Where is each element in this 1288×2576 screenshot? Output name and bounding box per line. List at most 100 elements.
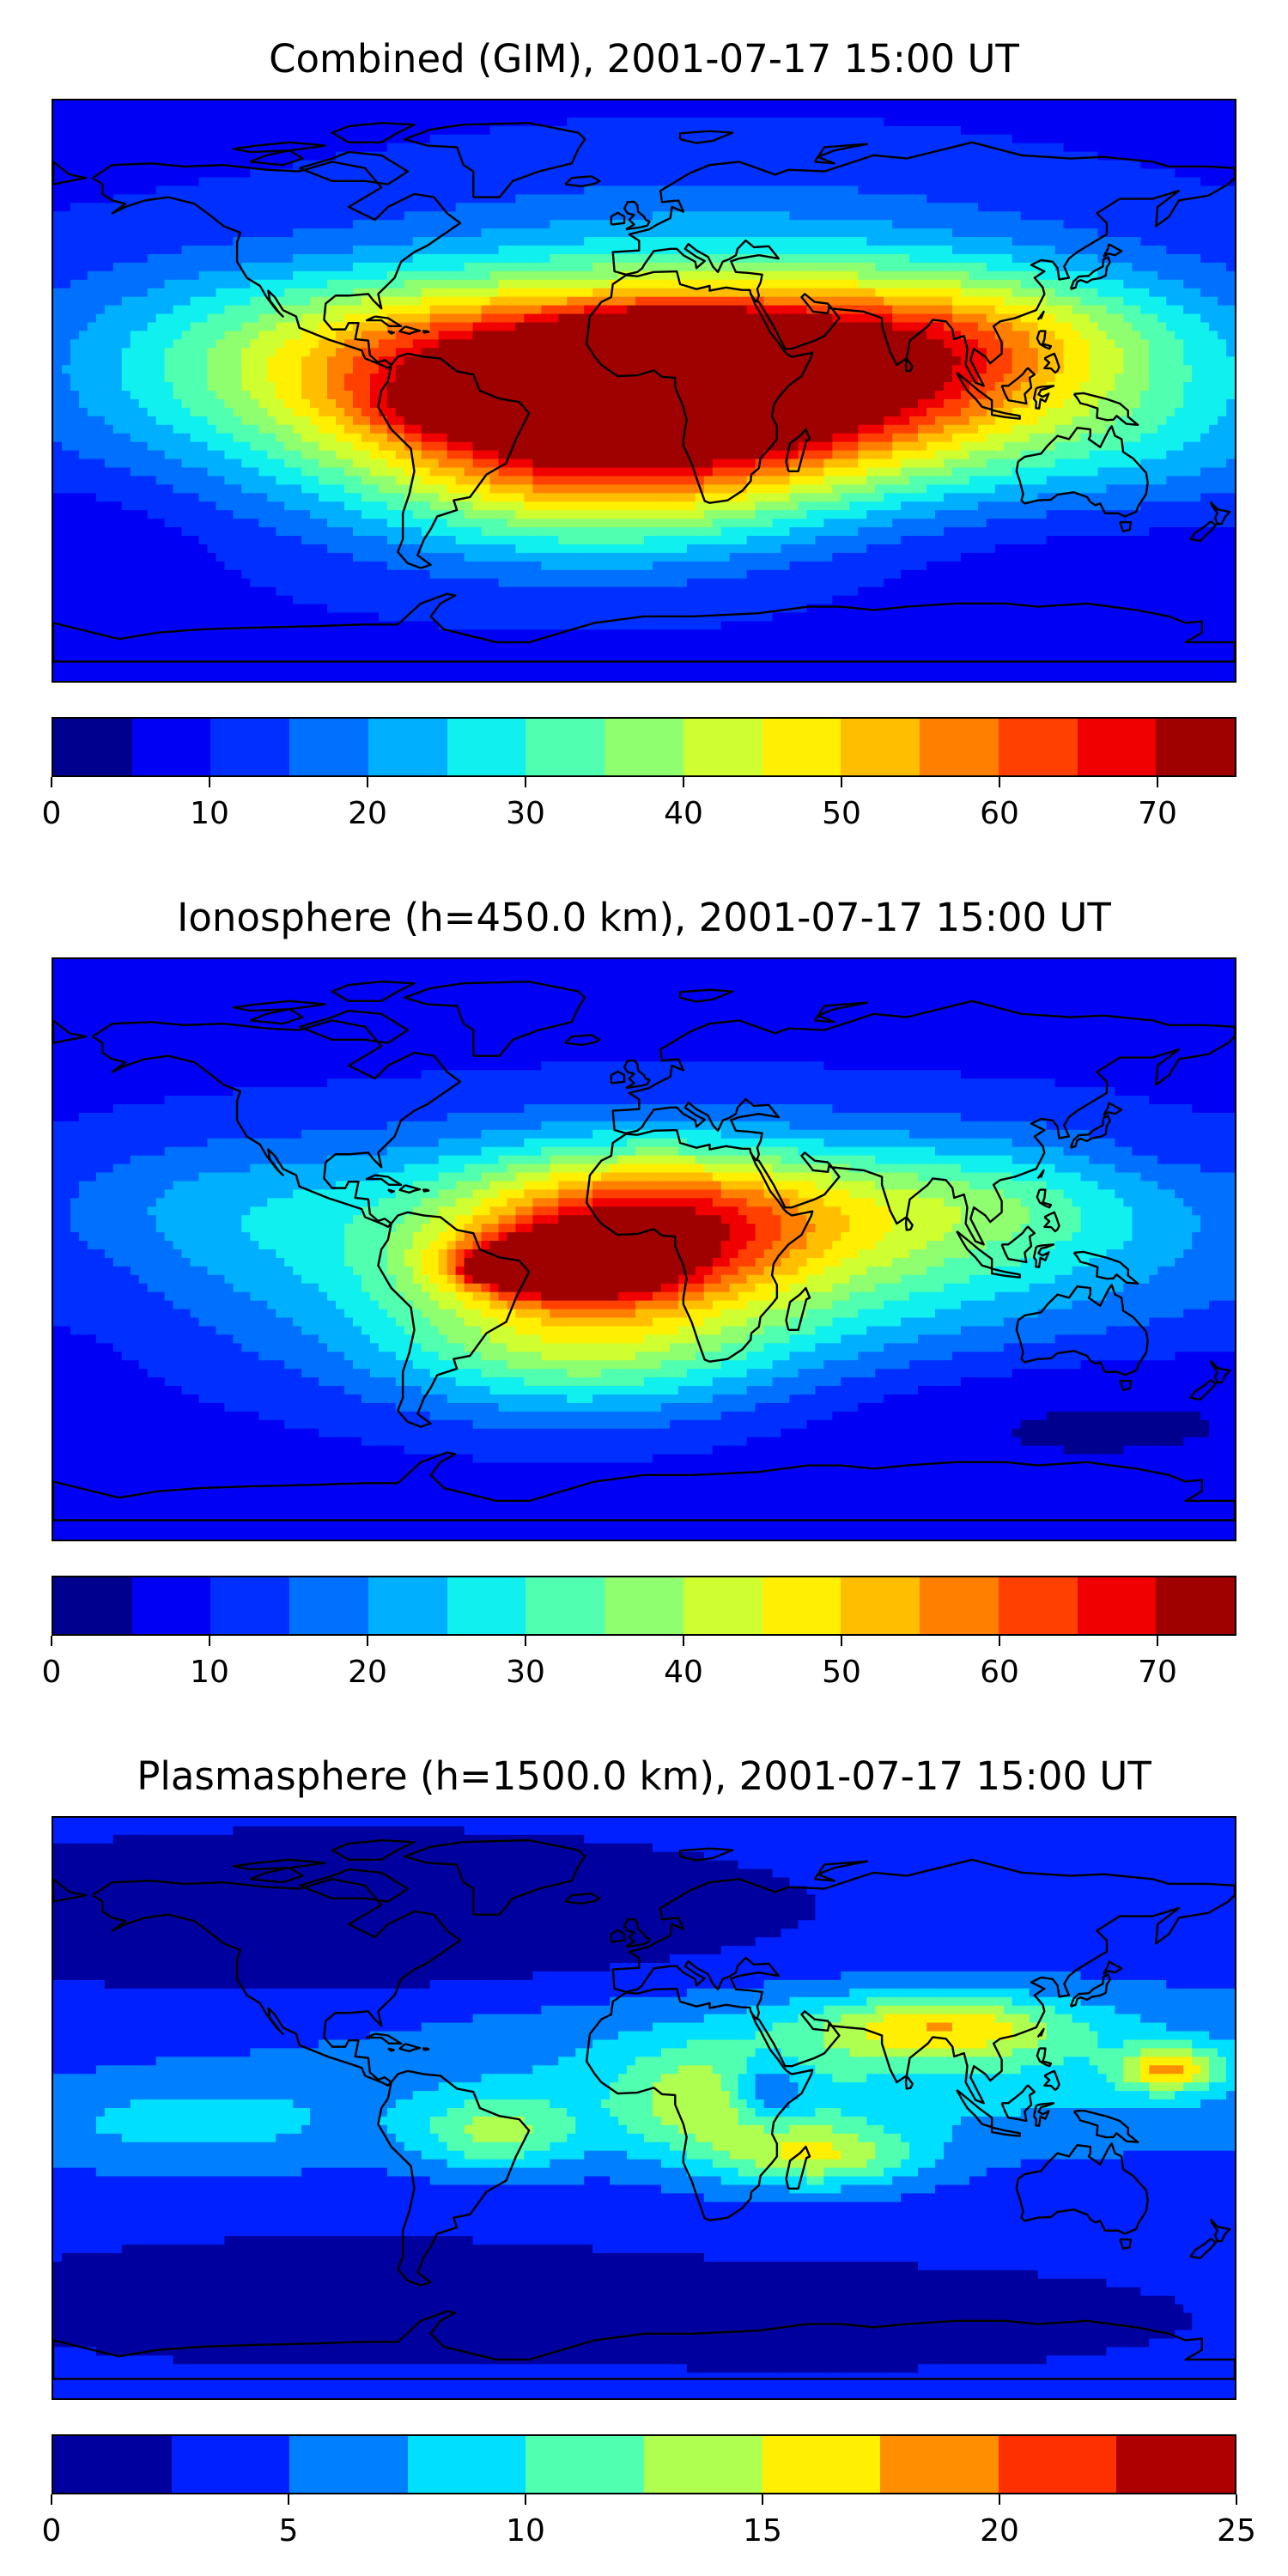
field-cell — [233, 151, 242, 161]
field-cell — [310, 177, 319, 187]
field-cell — [986, 100, 996, 110]
field-cell — [70, 117, 80, 127]
field-cell — [455, 246, 465, 255]
field-cell — [327, 322, 337, 332]
field-cell — [951, 331, 962, 340]
field-cell — [1080, 177, 1091, 187]
field-cell — [695, 211, 705, 221]
field-cell — [969, 177, 979, 187]
field-cell — [515, 100, 526, 110]
field-cell — [884, 391, 893, 400]
field-cell — [1166, 365, 1176, 374]
field-cell — [224, 228, 234, 238]
field-cell — [798, 374, 808, 383]
field-cell — [429, 143, 440, 153]
field-cell — [429, 279, 440, 289]
field-cell — [267, 185, 276, 195]
field-cell — [738, 220, 748, 229]
field-cell — [729, 288, 739, 298]
field-cell — [1089, 339, 1099, 349]
field-cell — [927, 305, 936, 315]
field-cell — [610, 356, 619, 366]
field-cell — [1149, 305, 1158, 315]
field-cell — [635, 160, 645, 170]
field-cell — [841, 177, 850, 187]
field-cell — [369, 143, 380, 153]
field-cell — [951, 339, 962, 349]
field-cell — [429, 168, 440, 179]
field-cell — [1080, 296, 1091, 307]
field-cell — [892, 331, 902, 340]
field-cell — [327, 313, 337, 324]
field-cell — [781, 398, 791, 409]
field-cell — [524, 253, 533, 264]
field-cell — [1020, 356, 1030, 366]
field-cell — [960, 211, 970, 221]
field-cell — [806, 339, 817, 349]
field-cell — [1149, 211, 1158, 221]
field-cell — [601, 203, 611, 212]
field-cell — [207, 391, 217, 400]
field-cell — [669, 296, 679, 307]
field-cell — [1200, 160, 1210, 170]
field-cell — [935, 151, 945, 161]
field-cell — [892, 253, 902, 264]
field-cell — [421, 151, 431, 161]
field-cell — [1054, 305, 1065, 315]
field-cell — [738, 356, 748, 366]
field-cell — [592, 211, 602, 221]
field-cell — [515, 211, 526, 221]
field-cell — [507, 296, 517, 307]
field-cell — [1226, 270, 1235, 281]
field-cell — [181, 117, 191, 127]
field-cell — [507, 270, 517, 281]
field-cell — [1012, 220, 1022, 229]
field-cell — [960, 305, 970, 315]
field-cell — [1200, 398, 1210, 409]
field-cell — [849, 398, 859, 409]
field-cell — [61, 365, 71, 374]
field-cell — [1226, 279, 1235, 289]
field-cell — [224, 270, 234, 281]
field-cell — [87, 134, 97, 144]
field-cell — [703, 117, 714, 127]
field-cell — [310, 134, 319, 144]
field-cell — [849, 117, 859, 127]
field-cell — [95, 151, 106, 161]
field-cell — [763, 270, 774, 281]
field-cell — [121, 348, 131, 357]
field-cell — [798, 253, 808, 264]
field-cell — [327, 143, 337, 153]
field-cell — [336, 322, 345, 332]
field-cell — [875, 262, 884, 272]
field-cell — [293, 211, 302, 221]
field-cell — [1080, 151, 1091, 161]
field-cell — [1003, 391, 1013, 400]
field-cell — [669, 398, 679, 409]
field-cell — [1063, 382, 1073, 392]
field-cell — [258, 211, 268, 221]
field-cell — [627, 108, 636, 118]
field-cell — [901, 117, 910, 127]
field-cell — [884, 228, 893, 238]
field-cell — [875, 356, 884, 366]
field-cell — [1063, 296, 1073, 307]
field-cell — [1063, 100, 1073, 110]
field-cell — [720, 279, 731, 289]
field-cell — [994, 348, 1005, 357]
field-cell — [224, 288, 234, 298]
field-cell — [481, 151, 491, 161]
field-cell — [755, 391, 765, 400]
field-cell — [1080, 262, 1091, 272]
field-cell — [1037, 203, 1048, 212]
field-cell — [1106, 398, 1116, 409]
field-cell — [866, 125, 876, 136]
field-cell — [293, 100, 302, 110]
field-cell — [216, 407, 226, 417]
field-cell — [927, 134, 936, 144]
field-cell — [181, 365, 191, 374]
field-cell — [1123, 237, 1133, 246]
field-cell — [918, 348, 927, 357]
field-cell — [558, 203, 568, 212]
field-cell — [1080, 246, 1091, 255]
